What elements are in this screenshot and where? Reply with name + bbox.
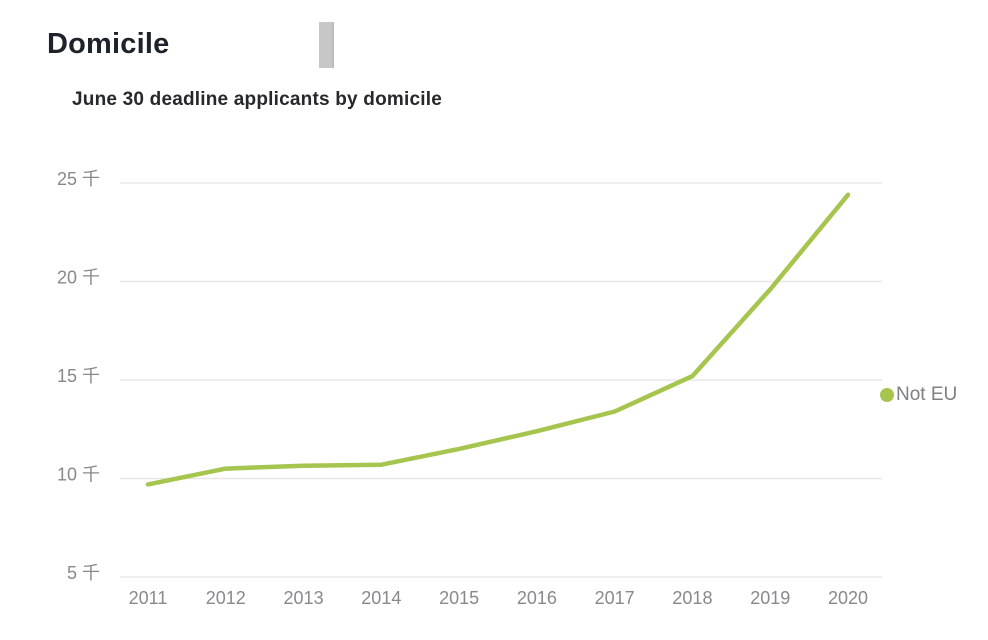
x-tick-label: 2013 (284, 588, 324, 608)
scrollbar-thumb[interactable] (319, 22, 334, 68)
x-tick-label: 2020 (828, 588, 868, 608)
x-tick-label: 2015 (439, 588, 479, 608)
y-tick-label: 10 千 (57, 465, 100, 485)
x-tick-label: 2016 (517, 588, 557, 608)
x-tick-label: 2019 (750, 588, 790, 608)
series-line-not-eu (145, 192, 851, 487)
chart-subtitle: June 30 deadline applicants by domicile (72, 89, 442, 110)
y-tick-label: 15 千 (57, 366, 100, 386)
y-tick-label: 25 千 (57, 169, 100, 189)
page-title: Domicile (47, 28, 170, 60)
legend-dot-icon (880, 388, 894, 402)
x-tick-label: 2014 (361, 588, 401, 608)
x-tick-label: 2018 (672, 588, 712, 608)
y-tick-label: 5 千 (67, 563, 100, 583)
x-tick-label: 2011 (129, 588, 168, 608)
legend-label: Not EU (896, 384, 958, 405)
legend-item-not-eu[interactable]: Not EU (880, 384, 957, 406)
x-tick-label: 2017 (595, 588, 635, 608)
x-tick-label: 2012 (206, 588, 246, 608)
y-tick-label: 20 千 (57, 268, 100, 288)
